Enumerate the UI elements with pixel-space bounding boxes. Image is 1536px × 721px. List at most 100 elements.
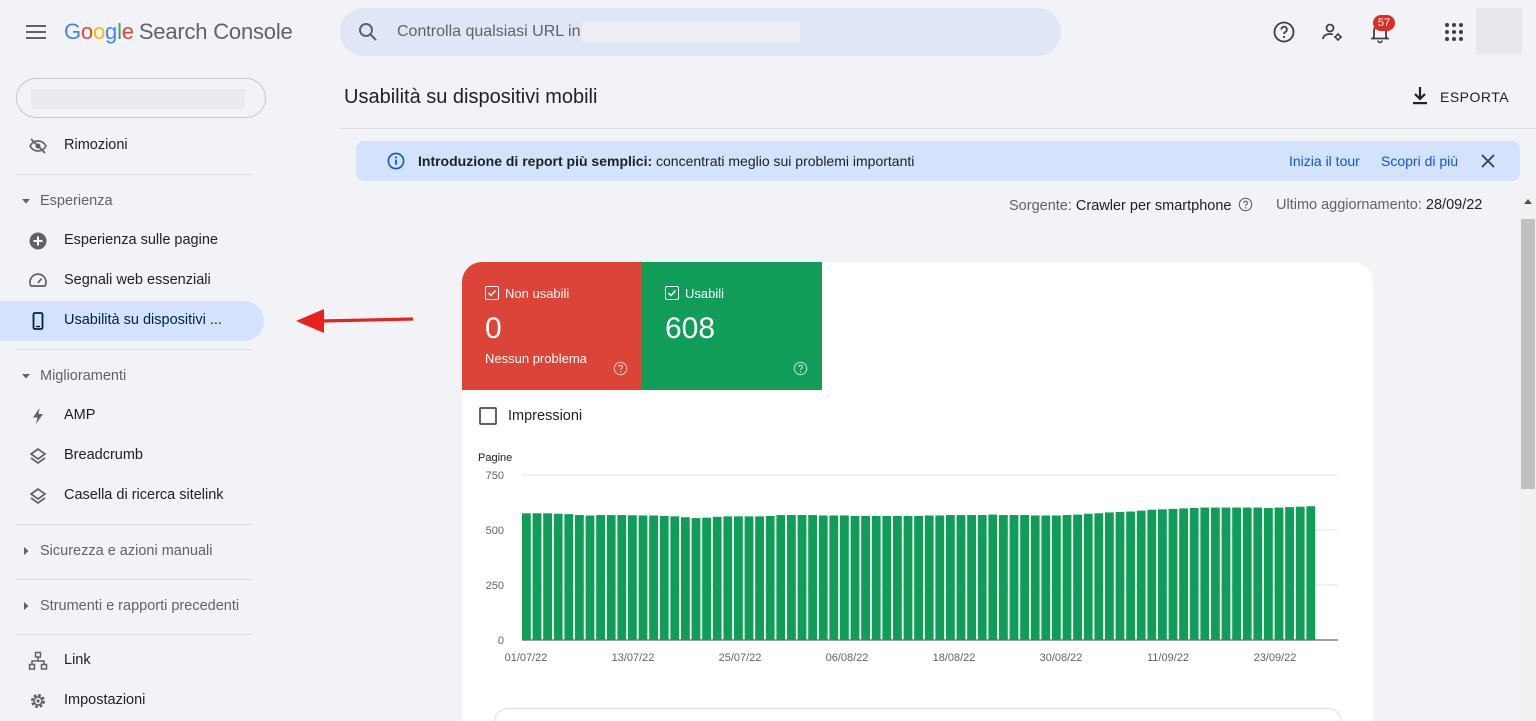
chart-bar[interactable]	[1200, 507, 1210, 640]
sidebar-item-breadcrumb[interactable]: Breadcrumb	[0, 436, 264, 476]
chart-bar[interactable]	[1285, 507, 1294, 640]
start-tour-link[interactable]: Inizia il tour	[1289, 153, 1360, 169]
chart-bar[interactable]	[1242, 507, 1252, 640]
apps-button[interactable]	[1442, 20, 1466, 44]
chart-bar[interactable]	[1264, 508, 1273, 640]
chart-bar[interactable]	[818, 515, 828, 640]
chart-bar[interactable]	[808, 515, 817, 640]
chart-bar[interactable]	[977, 515, 987, 640]
chart-bar[interactable]	[956, 515, 966, 640]
chart-bar[interactable]	[755, 516, 764, 640]
chart-bar[interactable]	[532, 513, 542, 640]
not-usable-tile[interactable]: Non usabili 0 Nessun problema	[462, 262, 642, 390]
chart-bar[interactable]	[776, 515, 786, 640]
sidebar-item-page-experience[interactable]: Esperienza sulle pagine	[0, 221, 264, 261]
chart-bar[interactable]	[935, 515, 945, 640]
help-button[interactable]	[1272, 20, 1296, 44]
chart-bar[interactable]	[1105, 512, 1114, 640]
scroll-up-arrow[interactable]	[1524, 199, 1532, 204]
chart-bar[interactable]	[1115, 511, 1125, 640]
chart-bar[interactable]	[1232, 507, 1241, 640]
chart-bar[interactable]	[765, 515, 775, 640]
chart-bar[interactable]	[893, 515, 902, 640]
close-icon[interactable]	[1480, 153, 1496, 169]
section-legacy-tools[interactable]: Strumenti e rapporti precedenti	[0, 588, 264, 624]
url-inspection-search[interactable]: Controlla qualsiasi URL in	[340, 8, 1061, 56]
chart-bar[interactable]	[829, 515, 839, 640]
main-menu-button[interactable]	[22, 20, 50, 44]
chart-bar[interactable]	[712, 516, 722, 640]
chart-bar[interactable]	[681, 517, 690, 640]
chart-bar[interactable]	[946, 515, 955, 640]
chart-bar[interactable]	[553, 513, 563, 640]
chart-bar[interactable]	[1041, 515, 1051, 640]
chart-bar[interactable]	[723, 516, 733, 640]
chart-bar[interactable]	[606, 515, 616, 640]
sidebar-item-removals[interactable]: Rimozioni	[0, 126, 264, 166]
chart-bar[interactable]	[734, 516, 743, 640]
chart-bar[interactable]	[850, 515, 860, 640]
page-scrollbar[interactable]	[1520, 193, 1536, 721]
chart-bar[interactable]	[797, 515, 807, 640]
chart-bar[interactable]	[585, 515, 595, 640]
chart-bar[interactable]	[1020, 515, 1029, 640]
chart-bar[interactable]	[914, 515, 923, 640]
learn-more-link[interactable]: Scopri di più	[1381, 153, 1459, 169]
chart-bar[interactable]	[543, 513, 552, 640]
chart-bar[interactable]	[1052, 515, 1061, 640]
chart-bar[interactable]	[522, 513, 531, 640]
help-icon[interactable]	[613, 361, 628, 376]
chart-bar[interactable]	[638, 515, 648, 640]
account-settings-button[interactable]	[1320, 20, 1344, 44]
sidebar-item-mobile-usability[interactable]: Usabilità su dispositivi ...	[0, 301, 264, 341]
chart-bar[interactable]	[744, 516, 754, 640]
sidebar-item-amp[interactable]: AMP	[0, 396, 264, 436]
chart-bar[interactable]	[691, 518, 701, 640]
sidebar-item-links[interactable]: Link	[0, 641, 264, 681]
chart-bar[interactable]	[1189, 508, 1199, 640]
section-enhancements[interactable]: Miglioramenti	[0, 358, 264, 394]
chart-bar[interactable]	[787, 515, 796, 640]
help-icon[interactable]	[793, 361, 808, 376]
chart-bar[interactable]	[840, 515, 849, 640]
chart-bar[interactable]	[1306, 506, 1316, 640]
chart-bar[interactable]	[1094, 513, 1104, 640]
chart-bar[interactable]	[628, 515, 637, 640]
chart-bar[interactable]	[1136, 510, 1146, 640]
property-selector[interactable]	[16, 78, 266, 118]
scrollbar-thumb[interactable]	[1521, 219, 1535, 489]
chart-bar[interactable]	[1253, 507, 1263, 640]
sidebar-item-settings[interactable]: Impostazioni	[0, 681, 264, 721]
sidebar-item-sitelinks-searchbox[interactable]: Casella di ricerca sitelink	[0, 476, 264, 516]
chart-bar[interactable]	[575, 515, 584, 640]
chart-bar[interactable]	[649, 515, 658, 640]
chart-bar[interactable]	[659, 515, 669, 640]
chart-bar[interactable]	[596, 515, 605, 640]
chart-bar[interactable]	[999, 515, 1008, 640]
account-avatar[interactable]	[1476, 8, 1522, 54]
help-icon[interactable]	[1238, 197, 1253, 212]
chart-bar[interactable]	[1126, 511, 1135, 640]
chart-bar[interactable]	[1083, 513, 1093, 640]
search-console-logo[interactable]: Google Search Console	[64, 19, 293, 44]
chart-bar[interactable]	[988, 514, 998, 640]
chart-bar[interactable]	[1211, 507, 1220, 640]
chart-bar[interactable]	[1009, 515, 1019, 640]
chart-bar[interactable]	[1295, 506, 1305, 640]
chart-bar[interactable]	[882, 515, 892, 640]
chart-bar[interactable]	[1179, 508, 1188, 640]
chart-bar[interactable]	[861, 515, 870, 640]
chart-bar[interactable]	[967, 515, 976, 640]
section-security-manual-actions[interactable]: Sicurezza e azioni manuali	[0, 533, 264, 569]
chart-bar[interactable]	[617, 515, 627, 640]
chart-bar[interactable]	[1158, 509, 1167, 640]
chart-bar[interactable]	[1274, 507, 1284, 640]
chart-bar[interactable]	[670, 516, 680, 640]
chart-bar[interactable]	[871, 515, 881, 640]
chart-bar[interactable]	[1073, 514, 1082, 640]
section-experience[interactable]: Esperienza	[0, 183, 264, 219]
chart-bar[interactable]	[1030, 515, 1040, 640]
chart-bar[interactable]	[1147, 509, 1157, 640]
chart-bar[interactable]	[702, 517, 711, 640]
chart-bar[interactable]	[564, 514, 574, 640]
